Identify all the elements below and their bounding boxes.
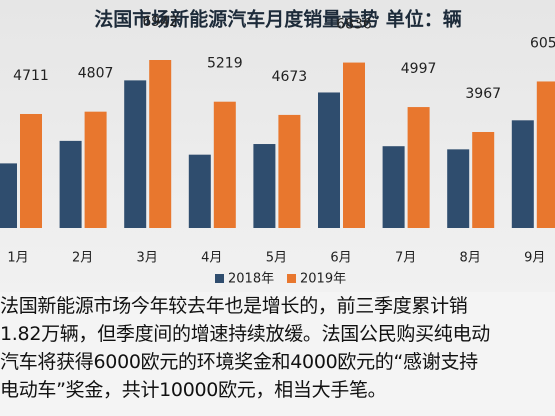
bar [188, 154, 211, 228]
bar [84, 111, 107, 228]
x-tick-label: 4月 [201, 251, 222, 266]
data-label: 4997 [401, 61, 437, 77]
bar [149, 60, 172, 228]
data-label: 4807 [78, 66, 114, 82]
data-label: 4673 [272, 69, 308, 85]
bar [0, 163, 17, 228]
chart-title: 法国市场新能源汽车月度销量走势 单位：辆 [94, 8, 462, 31]
x-tick-label: 5月 [266, 251, 287, 266]
legend-swatch [287, 274, 296, 283]
bar [382, 146, 405, 228]
bar [447, 149, 470, 228]
bar [213, 101, 236, 228]
legend-label: 2019年 [300, 272, 346, 287]
bar [343, 62, 365, 229]
bar [59, 140, 82, 228]
bar [318, 92, 340, 228]
bar [124, 80, 147, 229]
caption-line: 汽车将获得6000欧元的环境奖金和4000欧元的“感谢支持 [0, 351, 478, 373]
caption-line: 法国新能源市场今年较去年也是增长的，前三季度累计销 [0, 295, 468, 317]
data-label: 6942 [142, 14, 178, 30]
bar [253, 144, 276, 228]
x-tick-label: 7月 [395, 251, 416, 266]
bar [472, 131, 495, 228]
chart: 法国市场新能源汽车月度销量走势 单位：辆 4711 4807 6942 5219 467… [0, 0, 555, 292]
x-tick-label: 1月 [7, 251, 28, 266]
bar [407, 107, 430, 228]
data-label: 6055 [530, 35, 555, 51]
data-label: 4711 [13, 68, 49, 84]
x-tick-label: 3月 [137, 251, 158, 266]
legend-swatch [215, 274, 224, 283]
bar [511, 120, 534, 228]
caption-line: 电动车”奖金，共计10000欧元，相当大手笔。 [0, 379, 387, 401]
legend-label: 2018年 [228, 272, 274, 287]
caption-line: 1.82万辆，但季度间的增速持续放缓。法国公民购买纯电动 [0, 323, 490, 345]
data-label: 3967 [465, 86, 501, 102]
bar [20, 113, 42, 228]
x-tick-label: 9月 [524, 251, 545, 266]
x-tick-label: 2月 [72, 251, 93, 266]
x-tick-label: 8月 [460, 251, 481, 266]
bar [278, 114, 301, 228]
data-label: 6836 [336, 17, 372, 33]
bar [536, 81, 555, 229]
x-tick-label: 6月 [330, 251, 351, 266]
data-label: 5219 [207, 56, 243, 72]
